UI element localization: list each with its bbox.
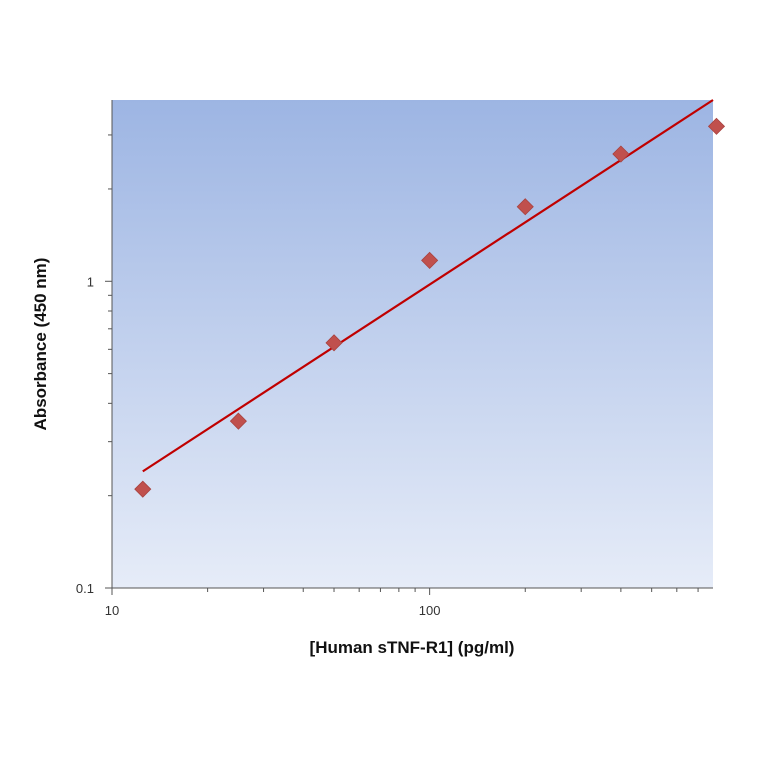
fit-line [142,99,714,473]
x-axis-ticks: 10 100 [105,588,699,618]
fit-line-layer [142,99,714,473]
x-axis-title: [Human sTNF-R1] (pg/ml) [310,638,515,657]
data-point [516,198,534,216]
y-axis-ticks: 0.11 [76,134,112,596]
data-point [612,145,630,163]
data-point [707,117,726,135]
data-point [134,480,152,498]
data-point [421,251,439,269]
data-point [325,334,343,352]
y-tick-label: 0.1 [76,581,94,596]
x-tick-label: 10 [105,603,119,618]
y-tick-label: 1 [87,274,94,289]
plot-area [112,100,713,588]
x-tick-label: 100 [419,603,441,618]
y-axis-title: Absorbance (450 nm) [31,258,50,431]
data-point [229,412,247,430]
data-points-layer [134,117,726,498]
